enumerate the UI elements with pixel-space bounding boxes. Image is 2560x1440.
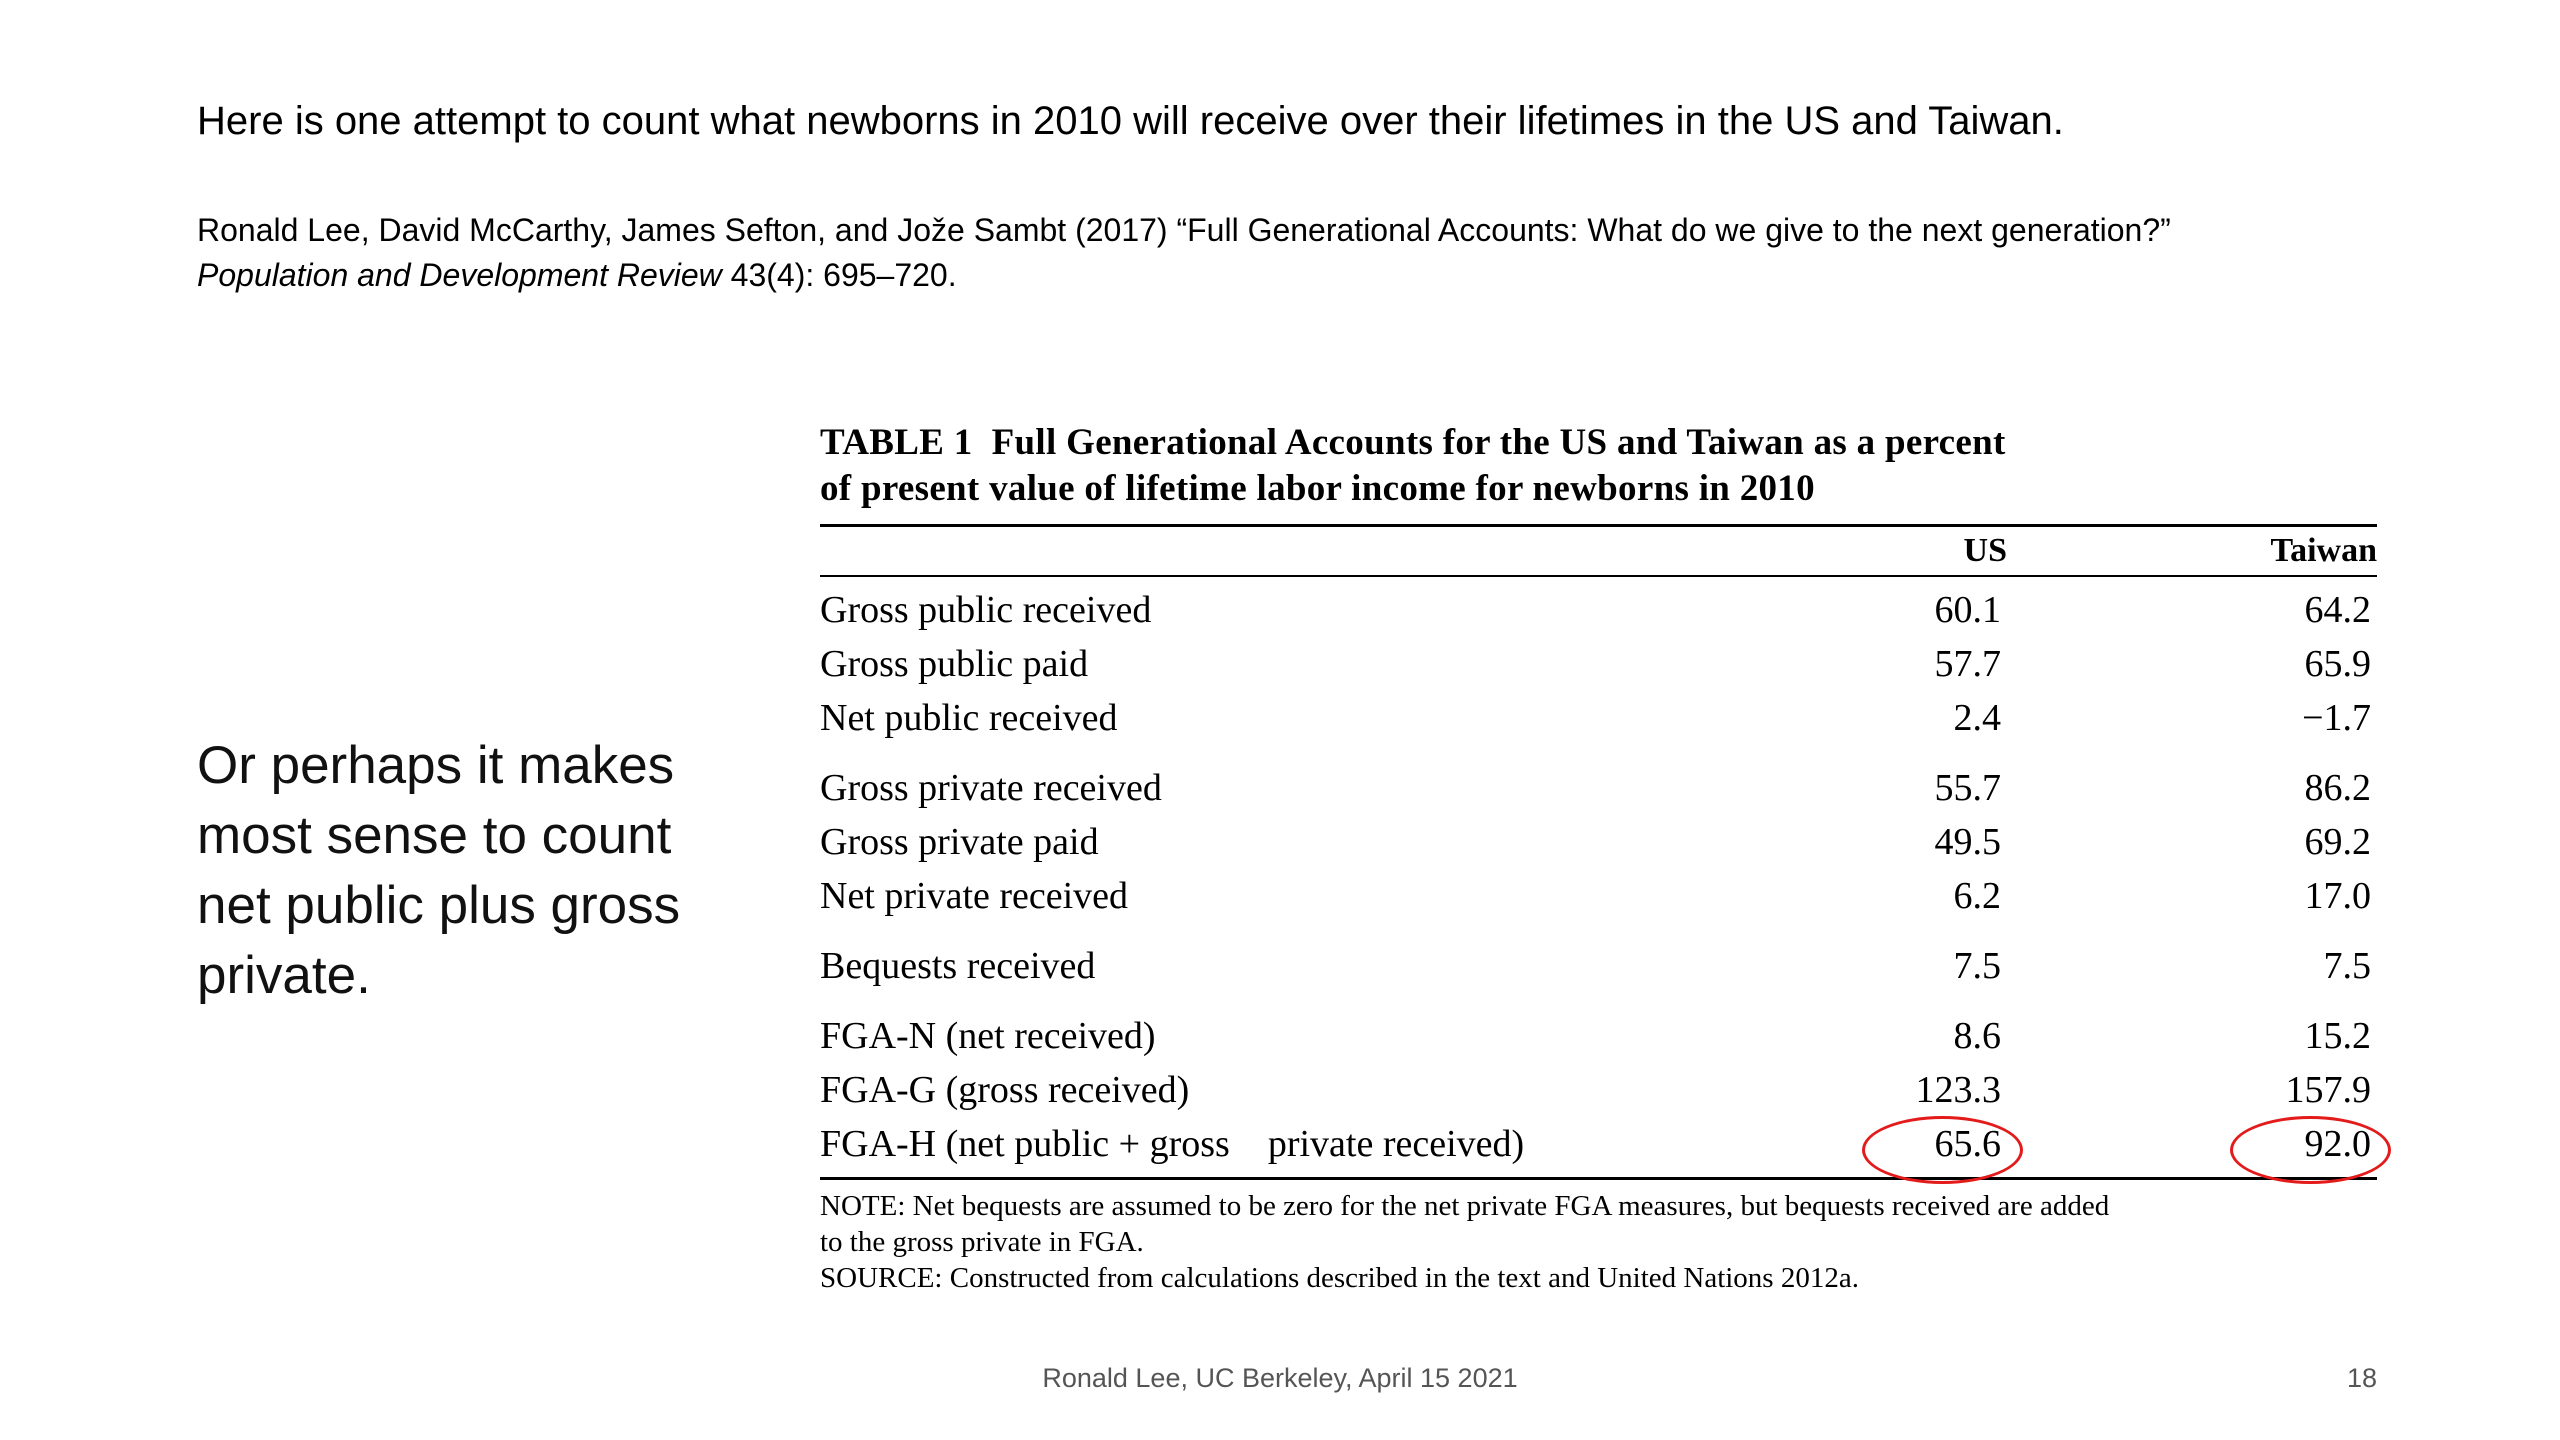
row-us-value: 8.6 [1953,1015,2002,1057]
row-label: Bequests received [820,945,1096,987]
row-label: FGA-N (net received) [820,1015,1156,1057]
row-label: Net public received [820,697,1118,739]
table-header-row: US Taiwan [820,527,2377,577]
header-taiwan: Taiwan [2270,532,2377,569]
table-row: Bequests received 7.5 7.5 [820,939,2377,993]
page-number: 18 [2346,1363,2377,1393]
note-line-2: to the gross private in FGA. [820,1226,1144,1258]
table-row: Net private received 6.2 17.0 [820,869,2377,923]
note-line-1: NOTE: Net bequests are assumed to be zer… [820,1190,2110,1222]
table-top-rule [820,524,2377,527]
table-row: FGA-N (net received) 8.6 15.2 [820,1009,2377,1063]
row-taiwan-value: 65.9 [2304,643,2372,685]
row-us-value: 49.5 [1934,821,2002,863]
row-us-value: 65.6 [1934,1123,2002,1165]
row-taiwan-value: 15.2 [2304,1015,2372,1057]
citation: Ronald Lee, David McCarthy, James Sefton… [197,208,2171,298]
table-row: FGA-G (gross received) 123.3 157.9 [820,1063,2377,1117]
fga-table: TABLE 1 Full Generational Accounts for t… [820,420,2391,1296]
row-label: Gross private paid [820,821,1099,863]
table-notes: NOTE: Net bequests are assumed to be zer… [820,1188,2377,1296]
table-body: Gross public received 60.1 64.2 Gross pu… [820,577,2391,1184]
citation-volume-pages: 43(4): 695–720. [721,257,957,293]
row-taiwan-value: 86.2 [2304,767,2372,809]
row-taiwan-value: 92.0 [2304,1123,2372,1165]
row-label: Gross public paid [820,643,1089,685]
slide-footer: Ronald Lee, UC Berkeley, April 15 2021 [1042,1363,1518,1393]
table-row: Gross private paid 49.5 69.2 [820,815,2377,869]
table-row-highlighted: FGA-H (net public + gross private receiv… [820,1116,2391,1184]
citation-journal: Population and Development Review [197,257,722,293]
citation-journal-line: Population and Development Review 43(4):… [197,253,2171,298]
table-row: Net public received 2.4 −1.7 [820,691,2377,745]
row-taiwan-value: 69.2 [2304,821,2372,863]
row-us-value: 123.3 [1915,1069,2002,1111]
side-note: Or perhaps it makes most sense to count … [197,736,681,1005]
row-taiwan-value: 7.5 [2323,945,2372,987]
row-taiwan-value: 157.9 [2285,1069,2372,1111]
slide-headline: Here is one attempt to count what newbor… [197,99,2064,143]
row-taiwan-value: −1.7 [2302,697,2371,739]
table-caption-line2: of present value of lifetime labor incom… [820,468,1815,509]
row-taiwan-value: 17.0 [2304,875,2372,917]
row-taiwan-value: 64.2 [2304,589,2372,631]
table-caption-line1: TABLE 1 Full Generational Accounts for t… [820,422,2006,463]
header-us: US [1963,532,2007,569]
table-row: Gross public paid 57.7 65.9 [820,637,2377,691]
row-us-value: 6.2 [1953,875,2002,917]
table-caption: TABLE 1 Full Generational Accounts for t… [820,420,2377,512]
row-label: Gross public received [820,589,1152,631]
row-us-value-cell: 65.6 [1841,1116,2151,1184]
source-line: SOURCE: Constructed from calculations de… [820,1262,1859,1294]
row-us-value: 7.5 [1953,945,2002,987]
row-taiwan-value-cell: 92.0 [2151,1116,2391,1184]
table-row: Gross private received 55.7 86.2 [820,761,2377,815]
row-label: FGA-H (net public + gross private receiv… [820,1123,1525,1165]
table-bottom-rule [820,1177,2377,1180]
row-us-value: 60.1 [1934,589,2002,631]
row-us-value: 55.7 [1934,767,2002,809]
row-us-value: 2.4 [1953,697,2002,739]
row-label: FGA-G (gross received) [820,1069,1190,1111]
citation-authors-title: Ronald Lee, David McCarthy, James Sefton… [197,212,2171,248]
row-label: Gross private received [820,767,1162,809]
row-us-value: 57.7 [1934,643,2002,685]
row-label: Net private received [820,875,1129,917]
table-row: Gross public received 60.1 64.2 [820,583,2377,637]
